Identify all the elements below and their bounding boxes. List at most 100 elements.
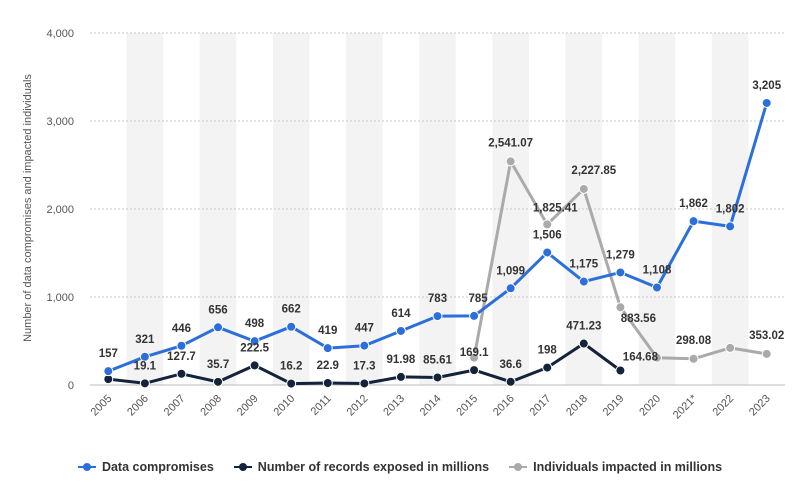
data-label: 1,862 [679,198,708,210]
year-band [638,33,676,385]
data-label: 785 [468,293,488,305]
x-tick-label: 2013 [381,393,407,419]
x-tick-label: 2011 [309,393,334,418]
data-label: 2,541.07 [488,137,533,149]
data-point [469,365,480,376]
data-label: 353.02 [749,330,784,342]
data-label: 1,825.41 [533,202,578,214]
data-point [139,378,150,389]
data-label: 419 [318,325,337,337]
gridlines [90,32,785,386]
data-label: 1,279 [606,249,635,261]
data-point [176,340,187,351]
data-point [578,338,589,349]
data-label: 222.5 [240,342,269,354]
data-point [542,247,553,258]
x-tick-label: 2006 [125,393,151,419]
data-label: 169.1 [460,347,489,359]
data-point [725,221,736,232]
data-label: 662 [282,304,301,316]
legend-swatch-icon [233,462,252,472]
legend-item-records-exposed[interactable]: Number of records exposed in millions [233,460,490,474]
legend-item-individuals-impacted[interactable]: Individuals impacted in millions [509,460,722,474]
data-point [213,376,224,387]
data-label: 2,227.85 [571,165,616,177]
y-axis-ticks: 0 1,000 2,000 3,000 4,000 [46,28,74,392]
y-tick-label: 1,000 [46,292,74,304]
data-label: 1,506 [533,229,562,241]
data-point [139,351,150,362]
data-point [615,267,626,278]
data-point [615,365,626,376]
data-point [469,310,480,321]
data-label: 446 [172,323,191,335]
data-point [688,353,699,364]
year-band [419,33,456,385]
data-point [542,219,553,230]
data-point [286,378,297,389]
data-point [432,311,443,322]
data-point [432,372,443,383]
legend-label: Number of records exposed in millions [257,460,490,474]
data-label: 3,205 [752,80,781,92]
x-tick-label: 2008 [198,393,224,419]
data-label: 1,802 [716,203,745,215]
data-label: 1,108 [643,264,672,276]
data-label: 1,175 [569,259,598,271]
x-tick-label: 2023 [747,393,773,419]
x-tick-label: 2015 [454,393,480,419]
data-point [578,276,589,287]
data-label: 91.98 [387,354,416,366]
data-label: 656 [208,304,227,316]
data-point [761,97,772,108]
data-point [395,371,406,382]
legend: Data compromises Number of records expos… [0,460,800,474]
data-label: 36.6 [499,359,521,371]
data-label: 198 [538,345,558,357]
data-point [359,378,370,389]
legend-item-data-compromises[interactable]: Data compromises [77,460,214,474]
data-label: 19.1 [134,360,157,372]
data-point [395,325,406,336]
x-tick-label: 2020 [637,393,663,419]
data-point [249,336,260,347]
data-point [542,362,553,373]
data-label: 127.7 [167,351,196,363]
y-tick-label: 3,000 [46,116,74,128]
x-tick-label: 2007 [162,393,188,419]
y-tick-label: 4,000 [46,28,74,40]
legend-label: Individuals impacted in millions [533,460,723,474]
data-point [505,376,516,387]
data-label: 883.56 [621,313,656,325]
series-points [103,97,772,389]
data-label: 298.08 [676,335,712,347]
data-label: 447 [355,323,374,335]
data-point [249,360,260,371]
data-point [103,366,114,377]
data-point [505,283,516,294]
x-tick-label: 2012 [345,393,371,419]
x-tick-label: 2010 [272,393,298,419]
data-point [725,342,736,353]
data-label: 157 [99,348,118,360]
data-label: 17.3 [353,360,375,372]
data-point [176,368,187,379]
x-tick-label: 2014 [418,393,444,419]
data-point [688,216,699,227]
year-band [126,33,164,385]
x-tick-label: 2022 [710,393,736,419]
y-tick-label: 2,000 [46,204,74,216]
year-band [346,33,383,385]
data-label: 164.68 [623,352,659,364]
data-point [469,352,480,363]
data-label: 783 [428,293,447,305]
data-label: 614 [391,308,411,320]
x-tick-label: 2016 [491,393,517,419]
data-point [213,322,224,333]
data-label: 498 [245,318,265,330]
data-point [615,302,626,313]
data-labels: 157 321 446 656 498 662 419 447 614 783 785 1,099 1,… [99,80,785,373]
data-point [578,183,589,194]
legend-swatch-icon [509,462,528,472]
